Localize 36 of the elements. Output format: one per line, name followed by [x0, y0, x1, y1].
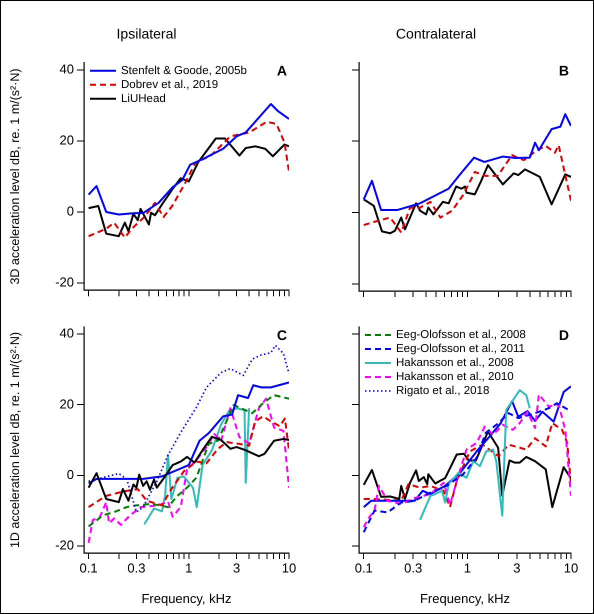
x-axis-title: Frequency, kHz	[420, 590, 510, 606]
y-tick-label: 40	[60, 61, 74, 76]
annotation: A	[276, 62, 287, 79]
legend-label: Eeg-Olofsson et al., 2008	[396, 329, 526, 342]
x-tick-label: 0.3	[127, 560, 146, 576]
x-tick-label: 0.3	[404, 560, 422, 576]
legend-label: Hakansson et al., 2010	[396, 371, 514, 384]
y-tick-label: -20	[55, 538, 74, 553]
legend-label: Dobrev et al., 2019	[121, 78, 218, 91]
y-tick-label: 20	[60, 396, 74, 412]
x-tick-label: 1	[464, 560, 471, 576]
y-tick-label: 20	[60, 132, 74, 148]
annotation: D	[558, 326, 569, 343]
annotation: B	[558, 62, 569, 79]
legend-label: Stenfelt & Goode, 2005b	[121, 64, 247, 77]
y-tick-label: 40	[60, 326, 74, 341]
chart-title: Ipsilateral	[116, 25, 176, 42]
legend-label: Hakansson et al., 2008	[396, 357, 514, 370]
legend-label: Rigato et al., 2018	[396, 385, 490, 398]
legend-label: Eeg-Olofsson et al., 2011	[396, 343, 525, 356]
x-tick-label: 10	[564, 560, 578, 576]
y-tick-label: -20	[55, 274, 74, 290]
x-tick-label: 10	[282, 560, 296, 576]
y-axis-title: 3D acceleration level dB, re. 1 m/(s²·N)	[8, 68, 22, 285]
y-tick-label: 0	[66, 466, 74, 482]
legend-label: LiUHead	[121, 92, 166, 105]
y-axis-title: 1D acceleration level dB, re. 1 m/(s²·N)	[8, 332, 22, 548]
x-axis-title: Frequency, kHz	[141, 590, 232, 606]
x-tick-label: 3	[232, 560, 240, 576]
x-tick-label: 1	[185, 560, 192, 576]
x-tick-label: 0.1	[80, 560, 98, 576]
x-tick-label: 0.1	[354, 560, 373, 576]
y-tick-label: 0	[66, 204, 74, 219]
chart-title: Contralateral	[396, 25, 476, 42]
x-tick-label: 3	[513, 560, 520, 576]
annotation: C	[276, 326, 287, 343]
